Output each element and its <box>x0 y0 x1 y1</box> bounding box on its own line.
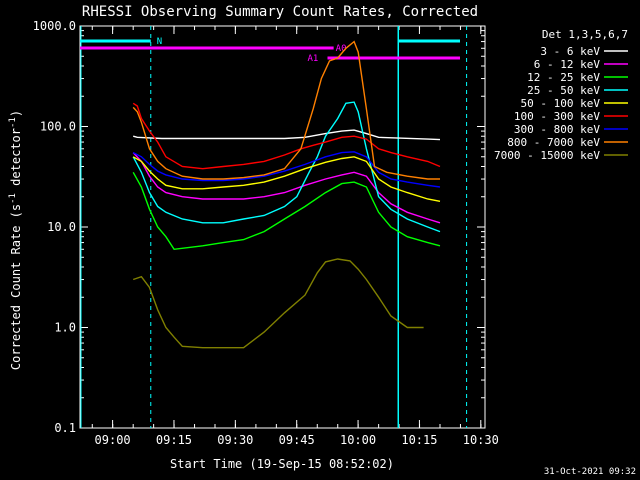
y-tick-label: 0.1 <box>54 421 76 435</box>
y-tick-label: 10.0 <box>47 220 76 234</box>
series-line <box>132 151 441 188</box>
legend-entry-label: 300 - 800 keV <box>514 123 600 136</box>
legend-title: Det 1,3,5,6,7 <box>542 28 628 41</box>
legend-entry-label: 100 - 300 keV <box>514 110 600 123</box>
series-line <box>133 129 441 141</box>
svg-text:Corrected Count Rate (s-1 dete: Corrected Count Rate (s-1 detector-1) <box>8 110 23 370</box>
series-line <box>132 101 441 233</box>
x-tick-label: 10:30 <box>463 433 499 447</box>
y-tick-label: 100.0 <box>40 120 76 134</box>
x-tick-label: 09:00 <box>95 433 131 447</box>
series-line <box>132 40 440 180</box>
attenuator-a0-label: A0 <box>336 44 347 54</box>
x-tick-label: 09:15 <box>156 433 192 447</box>
series-line <box>132 156 441 202</box>
x-tick-label: 10:15 <box>401 433 437 447</box>
series-line <box>132 171 441 251</box>
series-line <box>132 152 441 224</box>
x-tick-label: 09:45 <box>279 433 315 447</box>
legend-entry-label: 7000 - 15000 keV <box>494 149 600 162</box>
y-tick-label: 1.0 <box>54 321 76 335</box>
series-line <box>132 102 441 170</box>
legend-entry-label: 12 - 25 keV <box>527 71 600 84</box>
x-axis-label: Start Time (19-Sep-15 08:52:02) <box>170 457 394 471</box>
series-line <box>132 258 424 349</box>
y-tick-label: 1000.0 <box>33 19 76 33</box>
x-tick-label: 10:00 <box>340 433 376 447</box>
legend-entry-label: 50 - 100 keV <box>521 97 601 110</box>
attenuator-a1-label: A1 <box>308 54 319 64</box>
legend-entry-label: 6 - 12 keV <box>534 58 601 71</box>
y-axis-label: Corrected Count Rate (s-1 detector-1) <box>8 110 23 370</box>
night-marker-label: N <box>157 37 162 47</box>
legend-entry-label: 800 - 7000 keV <box>507 136 600 149</box>
chart-title: RHESSI Observing Summary Count Rates, Co… <box>82 4 478 20</box>
x-tick-label: 09:30 <box>217 433 253 447</box>
legend-entry-label: 25 - 50 keV <box>527 84 600 97</box>
timestamp: 31-Oct-2021 09:32 <box>544 467 636 477</box>
legend-entry-label: 3 - 6 keV <box>540 45 600 58</box>
